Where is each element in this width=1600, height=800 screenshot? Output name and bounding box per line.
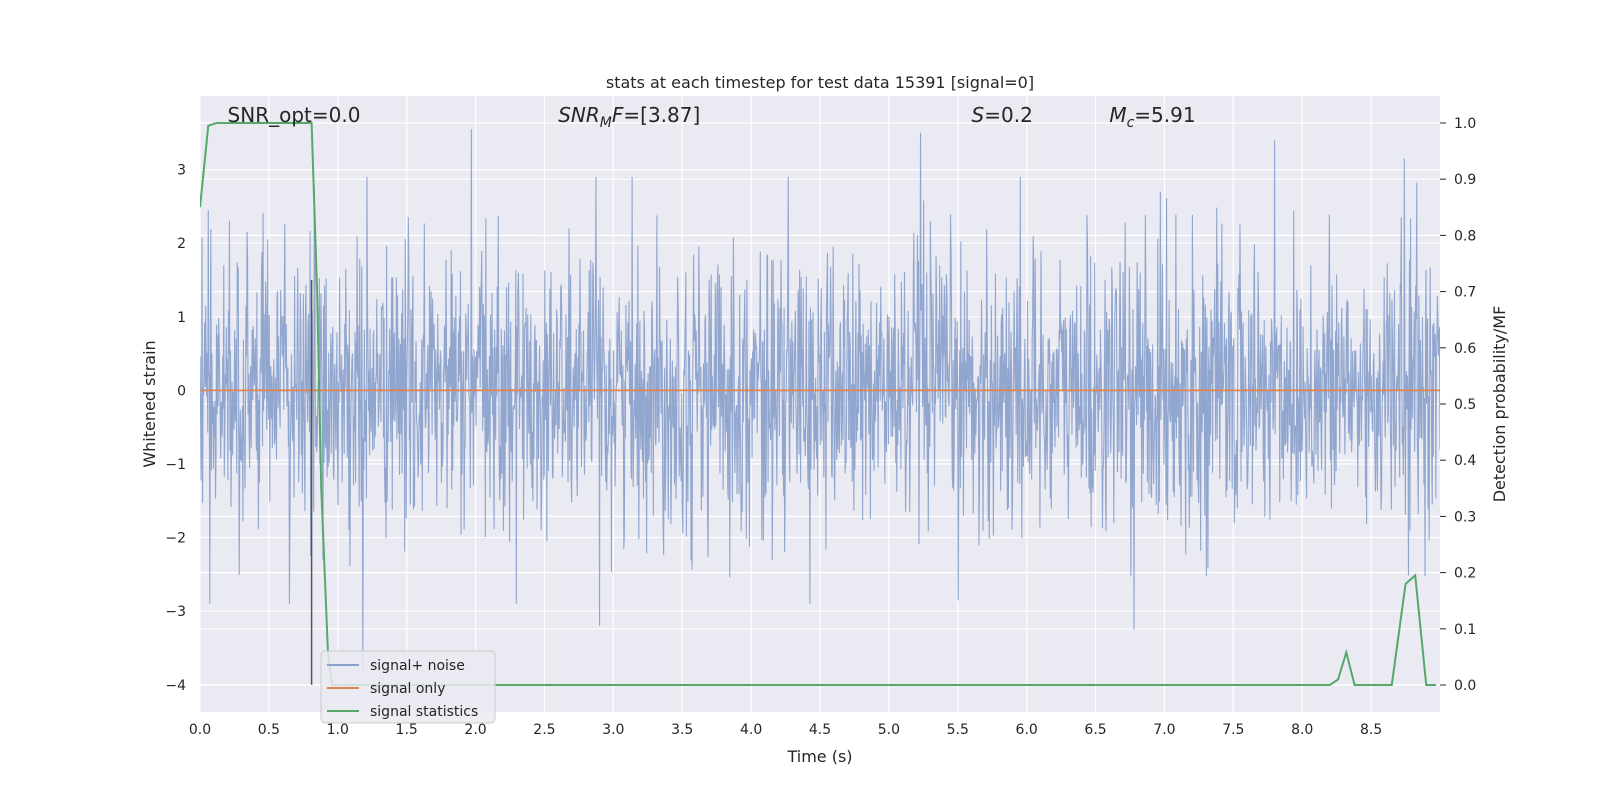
x-tick-label: 1.0 — [327, 722, 349, 738]
annotation-part: =5.91 — [1134, 103, 1195, 127]
x-axis: 0.0 0.5 1.0 1.5 2.0 2.5 3.0 3.5 4.0 4.5 5.0 5.5 6.0 6… — [189, 722, 1382, 738]
y-tick-label: −2 — [165, 531, 186, 547]
x-axis-label: Time (s) — [786, 747, 852, 766]
legend-label: signal statistics — [370, 704, 478, 720]
x-tick-label: 6.0 — [1016, 722, 1038, 738]
x-tick-label: 5.5 — [947, 722, 969, 738]
x-tick-label: 8.0 — [1291, 722, 1313, 738]
y2-tick-label: 0.8 — [1454, 228, 1476, 244]
y2-tick-label: 0.2 — [1454, 566, 1476, 582]
chart-title: stats at each timestep for test data 153… — [606, 73, 1034, 92]
y2-tick-label: 1.0 — [1454, 116, 1476, 132]
y2-tick-label: 0.3 — [1454, 509, 1476, 525]
y-axis-left: 3 2 1 0 −1 −2 −3 −4 — [165, 163, 186, 694]
annotation-part: =0.2 — [984, 103, 1033, 127]
legend: signal+ noise signal only signal statistic… — [320, 650, 496, 724]
y-tick-label: −1 — [165, 457, 186, 473]
y2-tick-label: 0.6 — [1454, 341, 1476, 357]
series-line-signal-plus-noise — [200, 129, 1440, 671]
annotation-part: c — [1127, 115, 1135, 131]
x-tick-label: 0.0 — [189, 722, 211, 738]
y-tick-label: −4 — [165, 678, 186, 694]
y-axis-label: Whitened strain — [140, 340, 159, 467]
x-tick-label: 2.0 — [464, 722, 486, 738]
x-tick-label: 4.0 — [740, 722, 762, 738]
annotation-part: M — [1109, 103, 1126, 127]
annotation-text: SNRMF=[3.87] — [558, 103, 700, 131]
y2-tick-label: 0.5 — [1454, 397, 1476, 413]
annotation-part: S — [972, 103, 985, 127]
annotations: SNR_opt=0.0 SNRMF=[3.87] S=0.2 Mc=5.91 — [228, 103, 1196, 131]
y2-tick-label: 0.0 — [1454, 678, 1476, 694]
legend-label: signal only — [370, 681, 445, 697]
y-axis-right: 1.0 0.9 0.8 0.7 0.6 0.5 0.4 0.3 0.2 0.1 0.0 — [1440, 116, 1476, 694]
x-tick-label: 6.5 — [1084, 722, 1106, 738]
annotation-part: SNR — [558, 103, 600, 127]
y-tick-label: 3 — [177, 163, 186, 179]
plot-area — [200, 121, 1440, 687]
annotation-text: S=0.2 — [972, 103, 1033, 127]
x-tick-label: 2.5 — [533, 722, 555, 738]
y-tick-label: 0 — [177, 383, 186, 399]
legend-box — [320, 650, 496, 724]
annotation-part: M — [600, 115, 612, 131]
annotation-text: SNR_opt=0.0 — [228, 103, 361, 127]
x-tick-label: 3.5 — [671, 722, 693, 738]
y2-tick-label: 0.4 — [1454, 453, 1476, 469]
x-tick-label: 7.0 — [1153, 722, 1175, 738]
y-tick-label: 1 — [177, 310, 186, 326]
annotation-part: SNR_opt=0.0 — [228, 103, 361, 127]
x-tick-label: 5.0 — [878, 722, 900, 738]
x-tick-label: 1.5 — [396, 722, 418, 738]
x-tick-label: 3.0 — [602, 722, 624, 738]
series-line-signal-statistics — [200, 121, 1436, 687]
y-tick-label: 2 — [177, 236, 186, 252]
x-tick-label: 0.5 — [258, 722, 280, 738]
annotation-part: =[3.87] — [623, 103, 700, 127]
annotation-part: F — [612, 103, 624, 127]
x-tick-label: 4.5 — [809, 722, 831, 738]
y2-axis-label: Detection probability/MF — [1490, 306, 1509, 503]
legend-label: signal+ noise — [370, 658, 465, 674]
y2-tick-label: 0.7 — [1454, 285, 1476, 301]
y2-tick-label: 0.1 — [1454, 622, 1476, 638]
x-tick-label: 7.5 — [1222, 722, 1244, 738]
y-tick-label: −3 — [165, 604, 186, 620]
annotation-text: Mc=5.91 — [1109, 103, 1195, 131]
x-tick-label: 8.5 — [1360, 722, 1382, 738]
y2-tick-label: 0.9 — [1454, 172, 1476, 188]
